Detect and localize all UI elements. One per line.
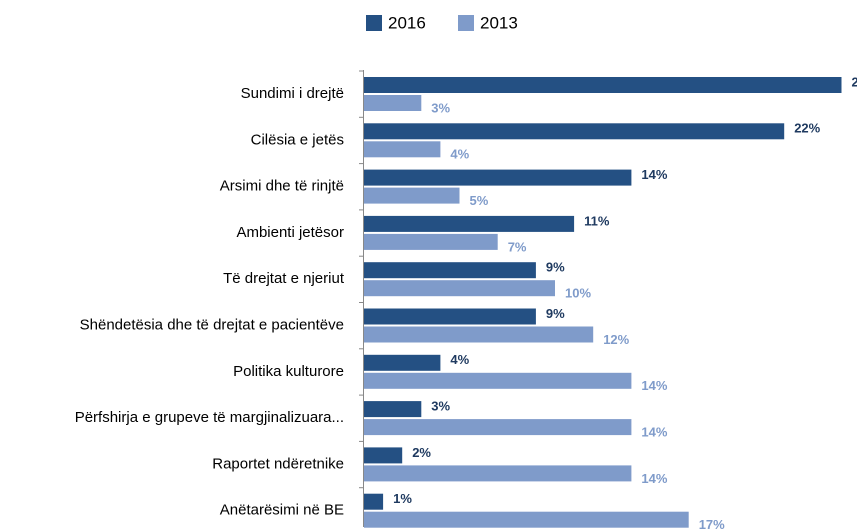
legend-swatch [458, 15, 474, 31]
category-label: Sundimi i drejtë [241, 85, 344, 102]
bar [364, 169, 632, 186]
bar [364, 419, 632, 436]
bar [364, 447, 403, 464]
value-label: 12% [603, 332, 629, 347]
bar [364, 308, 536, 325]
category-label: Shëndetësia dhe të drejtat e pacientëve [80, 316, 344, 333]
bar [364, 493, 384, 510]
value-label: 7% [508, 239, 527, 254]
bar [364, 465, 632, 482]
bar [364, 280, 555, 297]
bar [364, 141, 441, 158]
value-label: 14% [641, 471, 667, 486]
bar [364, 123, 785, 140]
category-label: Politika kulturore [233, 363, 344, 380]
bar [364, 354, 441, 371]
bar [364, 372, 632, 389]
value-label: 5% [470, 193, 489, 208]
category-label: Cilësia e jetës [251, 131, 344, 148]
value-label: 11% [584, 213, 610, 228]
value-label: 2% [412, 445, 431, 460]
value-label: 3% [431, 399, 450, 414]
category-label: Raportet ndëretnike [212, 455, 344, 472]
category-label: Anëtarësimi në BE [220, 502, 344, 519]
value-label: 9% [546, 306, 565, 321]
bar [364, 401, 422, 418]
value-label: 1% [393, 491, 412, 506]
bar [364, 215, 575, 232]
legend-label: 2013 [480, 13, 518, 32]
bar [364, 95, 422, 111]
value-label: 14% [641, 425, 667, 440]
bar [364, 262, 536, 279]
category-label: Arsimi dhe të rinjtë [220, 178, 344, 195]
category-label: Të drejtat e njeriut [223, 270, 345, 287]
value-label: 9% [546, 260, 565, 275]
value-label: 25% [852, 74, 857, 89]
bar [364, 187, 460, 204]
legend-label: 2016 [388, 13, 426, 32]
bar [364, 326, 594, 343]
category-label: Përfshirja e grupeve të margjinalizuara.… [75, 409, 344, 426]
bar [364, 511, 689, 528]
legend-swatch [366, 15, 382, 31]
value-label: 3% [431, 100, 450, 115]
bar [364, 233, 498, 250]
bar [364, 77, 842, 93]
value-label: 14% [641, 378, 667, 393]
value-label: 14% [641, 167, 667, 182]
category-label: Ambienti jetësor [236, 224, 344, 241]
value-label: 22% [794, 121, 820, 136]
value-label: 17% [699, 517, 725, 529]
value-label: 4% [450, 147, 469, 162]
value-label: 10% [565, 286, 591, 301]
value-label: 4% [450, 352, 469, 367]
